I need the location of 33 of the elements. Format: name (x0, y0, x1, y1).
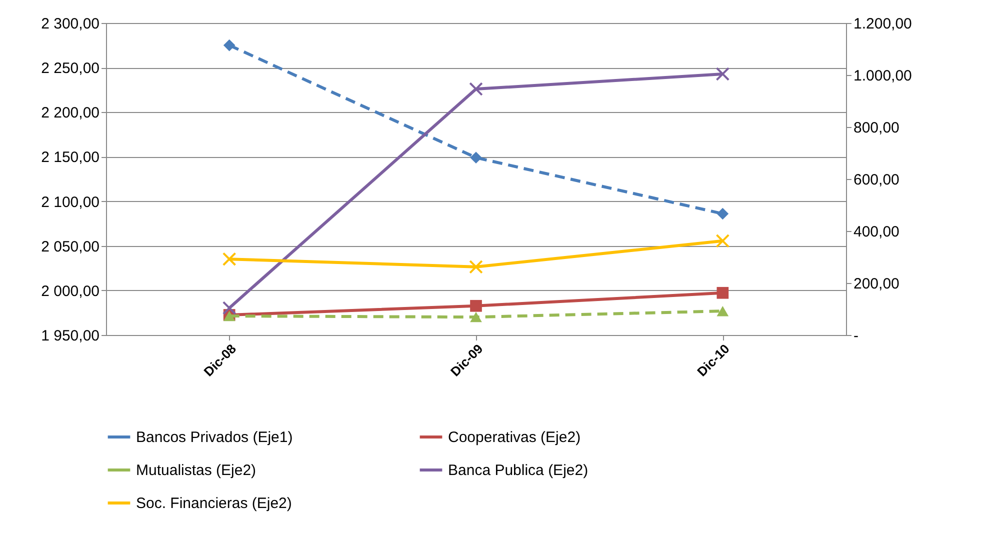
point (222, 252, 236, 266)
y-tick-label: 1 950,00 (41, 328, 100, 344)
y-tick-label: 2 250,00 (41, 60, 100, 78)
y2-tick-label: 800,00 (854, 120, 900, 136)
y2-tick-label: 1.200,00 (854, 16, 912, 32)
point (716, 306, 729, 316)
y2-tick-label: 1.000,00 (854, 68, 912, 84)
legend-label: Mutualistas (Eje2) (136, 462, 256, 479)
legend-label: Bancos Privados (Eje1) (136, 429, 293, 446)
point (716, 234, 730, 248)
point (470, 300, 482, 312)
legend-label: Soc. Financieras (Eje2) (136, 495, 292, 512)
y-tick-label: 2 150,00 (41, 149, 100, 166)
y2-tick-label: - (854, 328, 858, 344)
point (223, 39, 236, 52)
y-tick-label: 2 200,00 (41, 104, 100, 122)
point (470, 152, 482, 164)
point (716, 208, 729, 220)
y-tick-label: 2 000,00 (41, 282, 100, 300)
legend-label: Banca Publica (Eje2) (448, 462, 588, 479)
point (222, 301, 236, 315)
point (716, 67, 730, 81)
point (469, 82, 483, 96)
y2-tick-label: 400,00 (854, 224, 900, 240)
point (470, 312, 482, 322)
y2-tick-label: 200,00 (854, 276, 900, 292)
y-tick-label: 2 050,00 (41, 238, 100, 256)
legend-label: Cooperativas (Eje2) (448, 429, 581, 446)
point (716, 286, 729, 299)
y2-tick-label: 600,00 (854, 172, 900, 188)
y-tick-label: 2 100,00 (41, 194, 100, 211)
point (469, 260, 483, 274)
y-tick-label: 2 300,00 (41, 16, 100, 32)
